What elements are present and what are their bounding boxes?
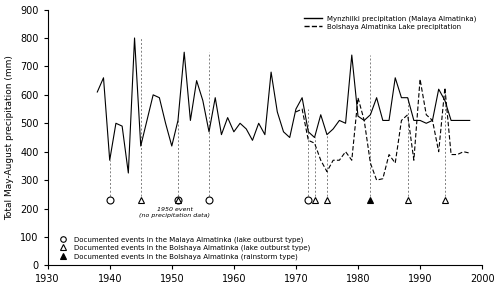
Text: 1950 event
(no precipitation data): 1950 event (no precipitation data): [140, 207, 210, 218]
Y-axis label: Total May-August precipitation (mm): Total May-August precipitation (mm): [6, 55, 15, 220]
Legend: Documented events in the Malaya Almatinka (lake outburst type), Documented event: Documented events in the Malaya Almatink…: [56, 234, 312, 262]
